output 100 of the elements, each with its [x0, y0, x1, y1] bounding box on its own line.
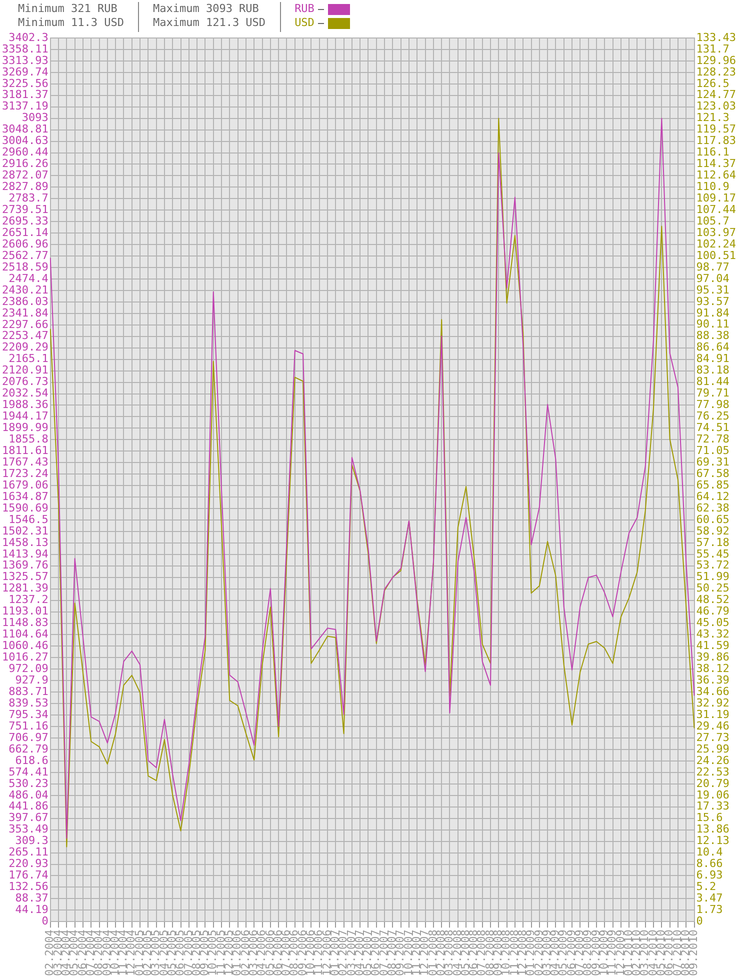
y2-tick-label: 58.92 [696, 524, 730, 538]
y2-tick-label: 0 [696, 914, 703, 928]
y-tick-label: 176.74 [8, 868, 49, 882]
y-tick-label: 3358.11 [2, 42, 48, 56]
y-tick-label: 2253.47 [2, 329, 48, 342]
y-tick-label: 1546.5 [8, 512, 48, 526]
y-tick-label: 486.04 [8, 788, 49, 802]
y2-tick-label: 39.86 [696, 650, 730, 664]
y2-tick-label: 29.46 [696, 719, 730, 732]
y2-tick-label: 22.53 [696, 765, 730, 778]
y2-tick-label: 72.78 [696, 432, 730, 446]
y2-tick-label: 129.96 [696, 54, 736, 67]
y2-tick-label: 105.7 [696, 214, 730, 228]
y2-tick-label: 112.64 [696, 168, 736, 182]
y2-tick-label: 24.26 [696, 754, 730, 767]
y2-tick-label: 119.57 [696, 122, 736, 136]
y2-tick-label: 114.37 [696, 157, 736, 170]
y2-tick-label: 50.25 [696, 582, 730, 595]
y2-tick-label: 6.93 [696, 868, 723, 882]
y2-tick-label: 95.31 [696, 283, 730, 296]
y-tick-label: 2783.7 [8, 192, 48, 205]
y-tick-label: 795.34 [8, 708, 49, 721]
y2-tick-label: 43.32 [696, 628, 730, 641]
y2-tick-label: 53.72 [696, 558, 730, 572]
y-tick-label: 2827.89 [2, 180, 48, 194]
text: Maximum 121.3 USD [152, 16, 266, 30]
y-tick-label: 1016.27 [2, 650, 48, 664]
y-tick-label: 2386.03 [2, 294, 48, 308]
y2-tick-label: 38.12 [696, 662, 730, 676]
y2-tick-label: 124.77 [696, 88, 736, 102]
y2-tick-label: 123.03 [696, 100, 736, 113]
y2-tick-label: 55.45 [696, 547, 730, 560]
y2-tick-label: 32.92 [696, 696, 730, 710]
y2-tick-label: 103.97 [696, 226, 736, 239]
y2-tick-label: 46.79 [696, 604, 730, 618]
y2-tick-label: 45.05 [696, 616, 730, 630]
y2-tick-label: 131.7 [696, 42, 730, 56]
y-tick-label: 3225.56 [2, 76, 48, 90]
y-tick-label: 2430.21 [2, 283, 48, 296]
y-tick-label: 1767.43 [2, 455, 48, 468]
y2-tick-label: 133.43 [696, 30, 736, 44]
y-tick-label: 927.9 [15, 674, 48, 687]
y-tick-label: 2695.33 [2, 214, 48, 228]
y2-tick-label: 8.66 [696, 857, 723, 870]
y-tick-label: 1148.83 [2, 616, 48, 630]
y-tick-label: 441.86 [8, 800, 48, 813]
y-tick-label: 132.56 [8, 880, 48, 894]
y-tick-label: 44.19 [15, 903, 48, 916]
y2-tick-label: 25.99 [696, 742, 730, 756]
y-tick-label: 706.97 [8, 730, 48, 744]
y-tick-label: 1855.8 [8, 432, 48, 446]
y-tick-label: 3048.81 [2, 122, 48, 136]
y2-tick-label: 41.59 [696, 639, 730, 652]
y2-tick-label: 76.25 [696, 410, 730, 423]
y2-tick-label: 117.83 [696, 134, 736, 148]
y2-tick-label: 74.51 [696, 421, 730, 434]
y-tick-label: 2209.29 [2, 340, 48, 354]
y2-tick-label: 116.1 [696, 146, 730, 159]
y-tick-label: 3137.19 [2, 100, 48, 113]
y-tick-label: 1193.01 [2, 604, 48, 618]
y2-tick-label: 62.38 [696, 501, 730, 514]
y2-tick-label: 13.86 [696, 822, 730, 836]
y-tick-label: 1060.46 [2, 639, 48, 652]
y-tick-label: 1413.94 [2, 547, 49, 560]
y-tick-label: 1679.06 [2, 478, 48, 492]
y2-tick-label: 48.52 [696, 593, 730, 606]
y2-tick-label: 67.58 [696, 466, 730, 480]
y-tick-label: 574.41 [8, 765, 48, 778]
y2-tick-label: 71.05 [696, 444, 730, 457]
y2-tick-label: 69.31 [696, 455, 730, 468]
y-tick-label: 1944.17 [2, 410, 48, 423]
y2-tick-label: 107.44 [696, 202, 736, 216]
y2-tick-label: 97.04 [696, 272, 730, 285]
y-tick-label: 618.6 [15, 754, 48, 767]
y2-tick-label: 84.91 [696, 352, 730, 366]
y-tick-label: 1104.64 [2, 628, 49, 641]
y-tick-label: 883.71 [8, 684, 48, 698]
y2-tick-label: 91.84 [696, 306, 730, 320]
y-tick-label: 3004.63 [2, 134, 48, 148]
y2-tick-label: 65.85 [696, 478, 730, 492]
y-tick-label: 530.23 [8, 776, 48, 790]
y-tick-label: 3093 [22, 111, 48, 124]
y-tick-label: 839.53 [8, 696, 48, 710]
y2-tick-label: 93.57 [696, 294, 730, 308]
y2-tick-label: 31.19 [696, 708, 730, 721]
text: Maximum 3093 RUB [152, 2, 260, 16]
y2-tick-label: 12.13 [696, 834, 730, 848]
y-tick-label: 2165.1 [8, 352, 48, 366]
y-tick-label: 2032.54 [2, 386, 49, 400]
y-tick-label: 0 [42, 914, 48, 928]
y-tick-label: 1325.57 [2, 570, 48, 584]
y2-tick-label: 60.65 [696, 512, 730, 526]
y-tick-label: 1237.2 [8, 593, 48, 606]
y-tick-label: 2960.44 [2, 146, 49, 159]
y-tick-label: 3181.37 [2, 88, 48, 102]
y2-tick-label: 34.66 [696, 684, 730, 698]
y2-tick-label: 77.98 [696, 398, 730, 412]
y2-tick-label: 36.39 [696, 674, 730, 687]
y-tick-label: 2474.4 [8, 272, 49, 285]
y-tick-label: 1988.36 [2, 398, 48, 412]
